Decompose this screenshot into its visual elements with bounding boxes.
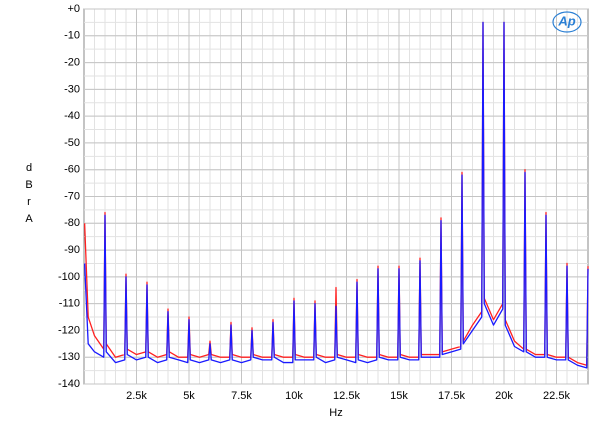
grid <box>84 8 588 385</box>
y-tick-label: -130 <box>58 351 80 363</box>
y-tick-label: -40 <box>64 110 80 122</box>
y-tick-label: -100 <box>58 271 80 283</box>
y-tick-label: -50 <box>64 137 80 149</box>
x-tick-label: 10k <box>285 390 303 402</box>
logo-ring <box>552 11 582 33</box>
x-tick-label: 2.5k <box>126 390 147 402</box>
logo-text: Ap <box>557 13 575 28</box>
y-tick-label: -60 <box>64 164 80 176</box>
y-tick-label: -10 <box>64 30 80 42</box>
x-tick-label: 12.5k <box>333 390 360 402</box>
y-tick-label: -90 <box>64 244 80 256</box>
y-tick-label: -20 <box>64 56 80 68</box>
logo: Ap <box>552 11 582 33</box>
x-tick-label: 22.5k <box>543 390 570 402</box>
x-tick-label: 17.5k <box>438 390 465 402</box>
y-tick-label: -80 <box>64 217 80 229</box>
x-tick-label: 15k <box>390 390 408 402</box>
y-tick-label: -120 <box>58 324 80 336</box>
y-axis-label: dBr A <box>25 162 33 225</box>
y-tick-label: -70 <box>64 190 80 202</box>
y-tick-label: -110 <box>59 298 80 310</box>
x-tick-label: 20k <box>495 390 513 402</box>
x-tick-label: 5k <box>183 390 195 402</box>
y-tick-label: -30 <box>64 83 80 95</box>
y-tick-label: +0 <box>67 3 80 15</box>
x-axis-label: Hz <box>329 407 342 419</box>
series-line <box>83 21 589 369</box>
x-tick-label: 7.5k <box>231 390 252 402</box>
y-tick-label: -140 <box>58 378 80 390</box>
